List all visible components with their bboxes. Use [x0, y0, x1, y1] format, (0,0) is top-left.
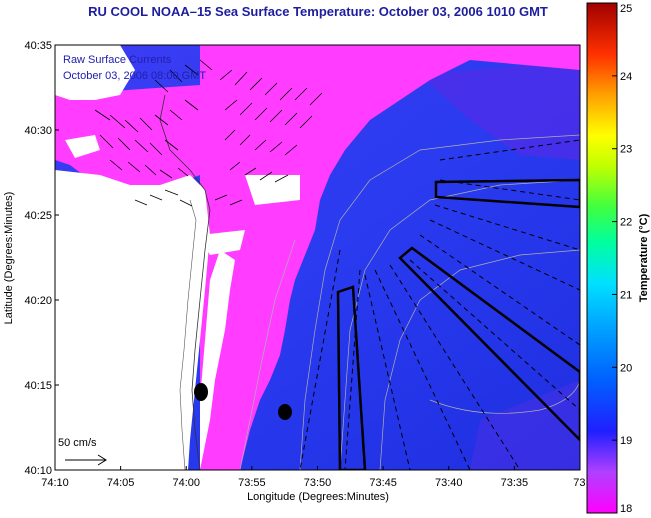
map-plot-area: [55, 45, 580, 470]
y-axis: 40:35 40:30 40:25 40:20 40:15 40:10: [24, 40, 59, 477]
temperature-colorbar: [586, 2, 618, 514]
y-axis-label: Latitude (Degrees:Minutes): [3, 192, 15, 325]
y-tick-label: 40:20: [24, 295, 52, 307]
surface-current-vectors: [94, 59, 323, 207]
y-tick-label: 40:30: [24, 125, 52, 137]
station-marker: [278, 404, 292, 420]
y-tick-label: 40:10: [24, 465, 52, 477]
map-title: RU COOL NOAA–15 Sea Surface Temperature:…: [88, 4, 548, 19]
colorbar-tick-label: 19: [620, 435, 632, 447]
y-tick-label: 40:25: [24, 210, 52, 222]
x-tick-label: 74:00: [172, 477, 200, 489]
colorbar-tick-label: 24: [620, 71, 632, 83]
x-tick-label: 73:40: [435, 477, 463, 489]
colorbar-ticks: 25 24 23 22 21 20 19 18: [612, 2, 632, 515]
x-axis-label: Longitude (Degrees:Minutes): [247, 491, 389, 503]
colorbar-tick-label: 20: [620, 362, 632, 374]
colorbar-tick-label: 21: [620, 289, 632, 301]
y-tick-label: 40:35: [24, 40, 52, 52]
colorbar-tick-label: 22: [620, 217, 632, 229]
land-area: [55, 45, 135, 100]
transect-boxes: [336, 178, 580, 470]
mixed-water-patch: [420, 60, 580, 160]
x-tick-label: 74:10: [41, 477, 69, 489]
colorbar-label: Temperature (°C): [638, 213, 650, 302]
station-marker: [194, 383, 208, 401]
x-tick-label: 73:55: [238, 477, 266, 489]
x-tick-label: 73:35: [501, 477, 529, 489]
currents-label: Raw Surface Currents: [63, 54, 172, 66]
colorbar-tick-label: 23: [620, 144, 632, 156]
radial-dashed-lines: [299, 139, 580, 470]
y-tick-label: 40:15: [24, 380, 52, 392]
x-tick-label: 74:05: [107, 477, 135, 489]
x-tick-label: 73:45: [369, 477, 397, 489]
scale-label: 50 cm/s: [58, 437, 97, 449]
x-axis: 74:10 74:05 74:00 73:55 73:50 73:45 73:40 73:35…: [41, 466, 595, 489]
currents-date: October 03, 2006 08:00 GMT: [63, 70, 206, 82]
colorbar-tick-label: 25: [620, 3, 632, 15]
x-tick-label: 73:50: [304, 477, 332, 489]
colorbar-tick-label: 18: [620, 503, 632, 515]
